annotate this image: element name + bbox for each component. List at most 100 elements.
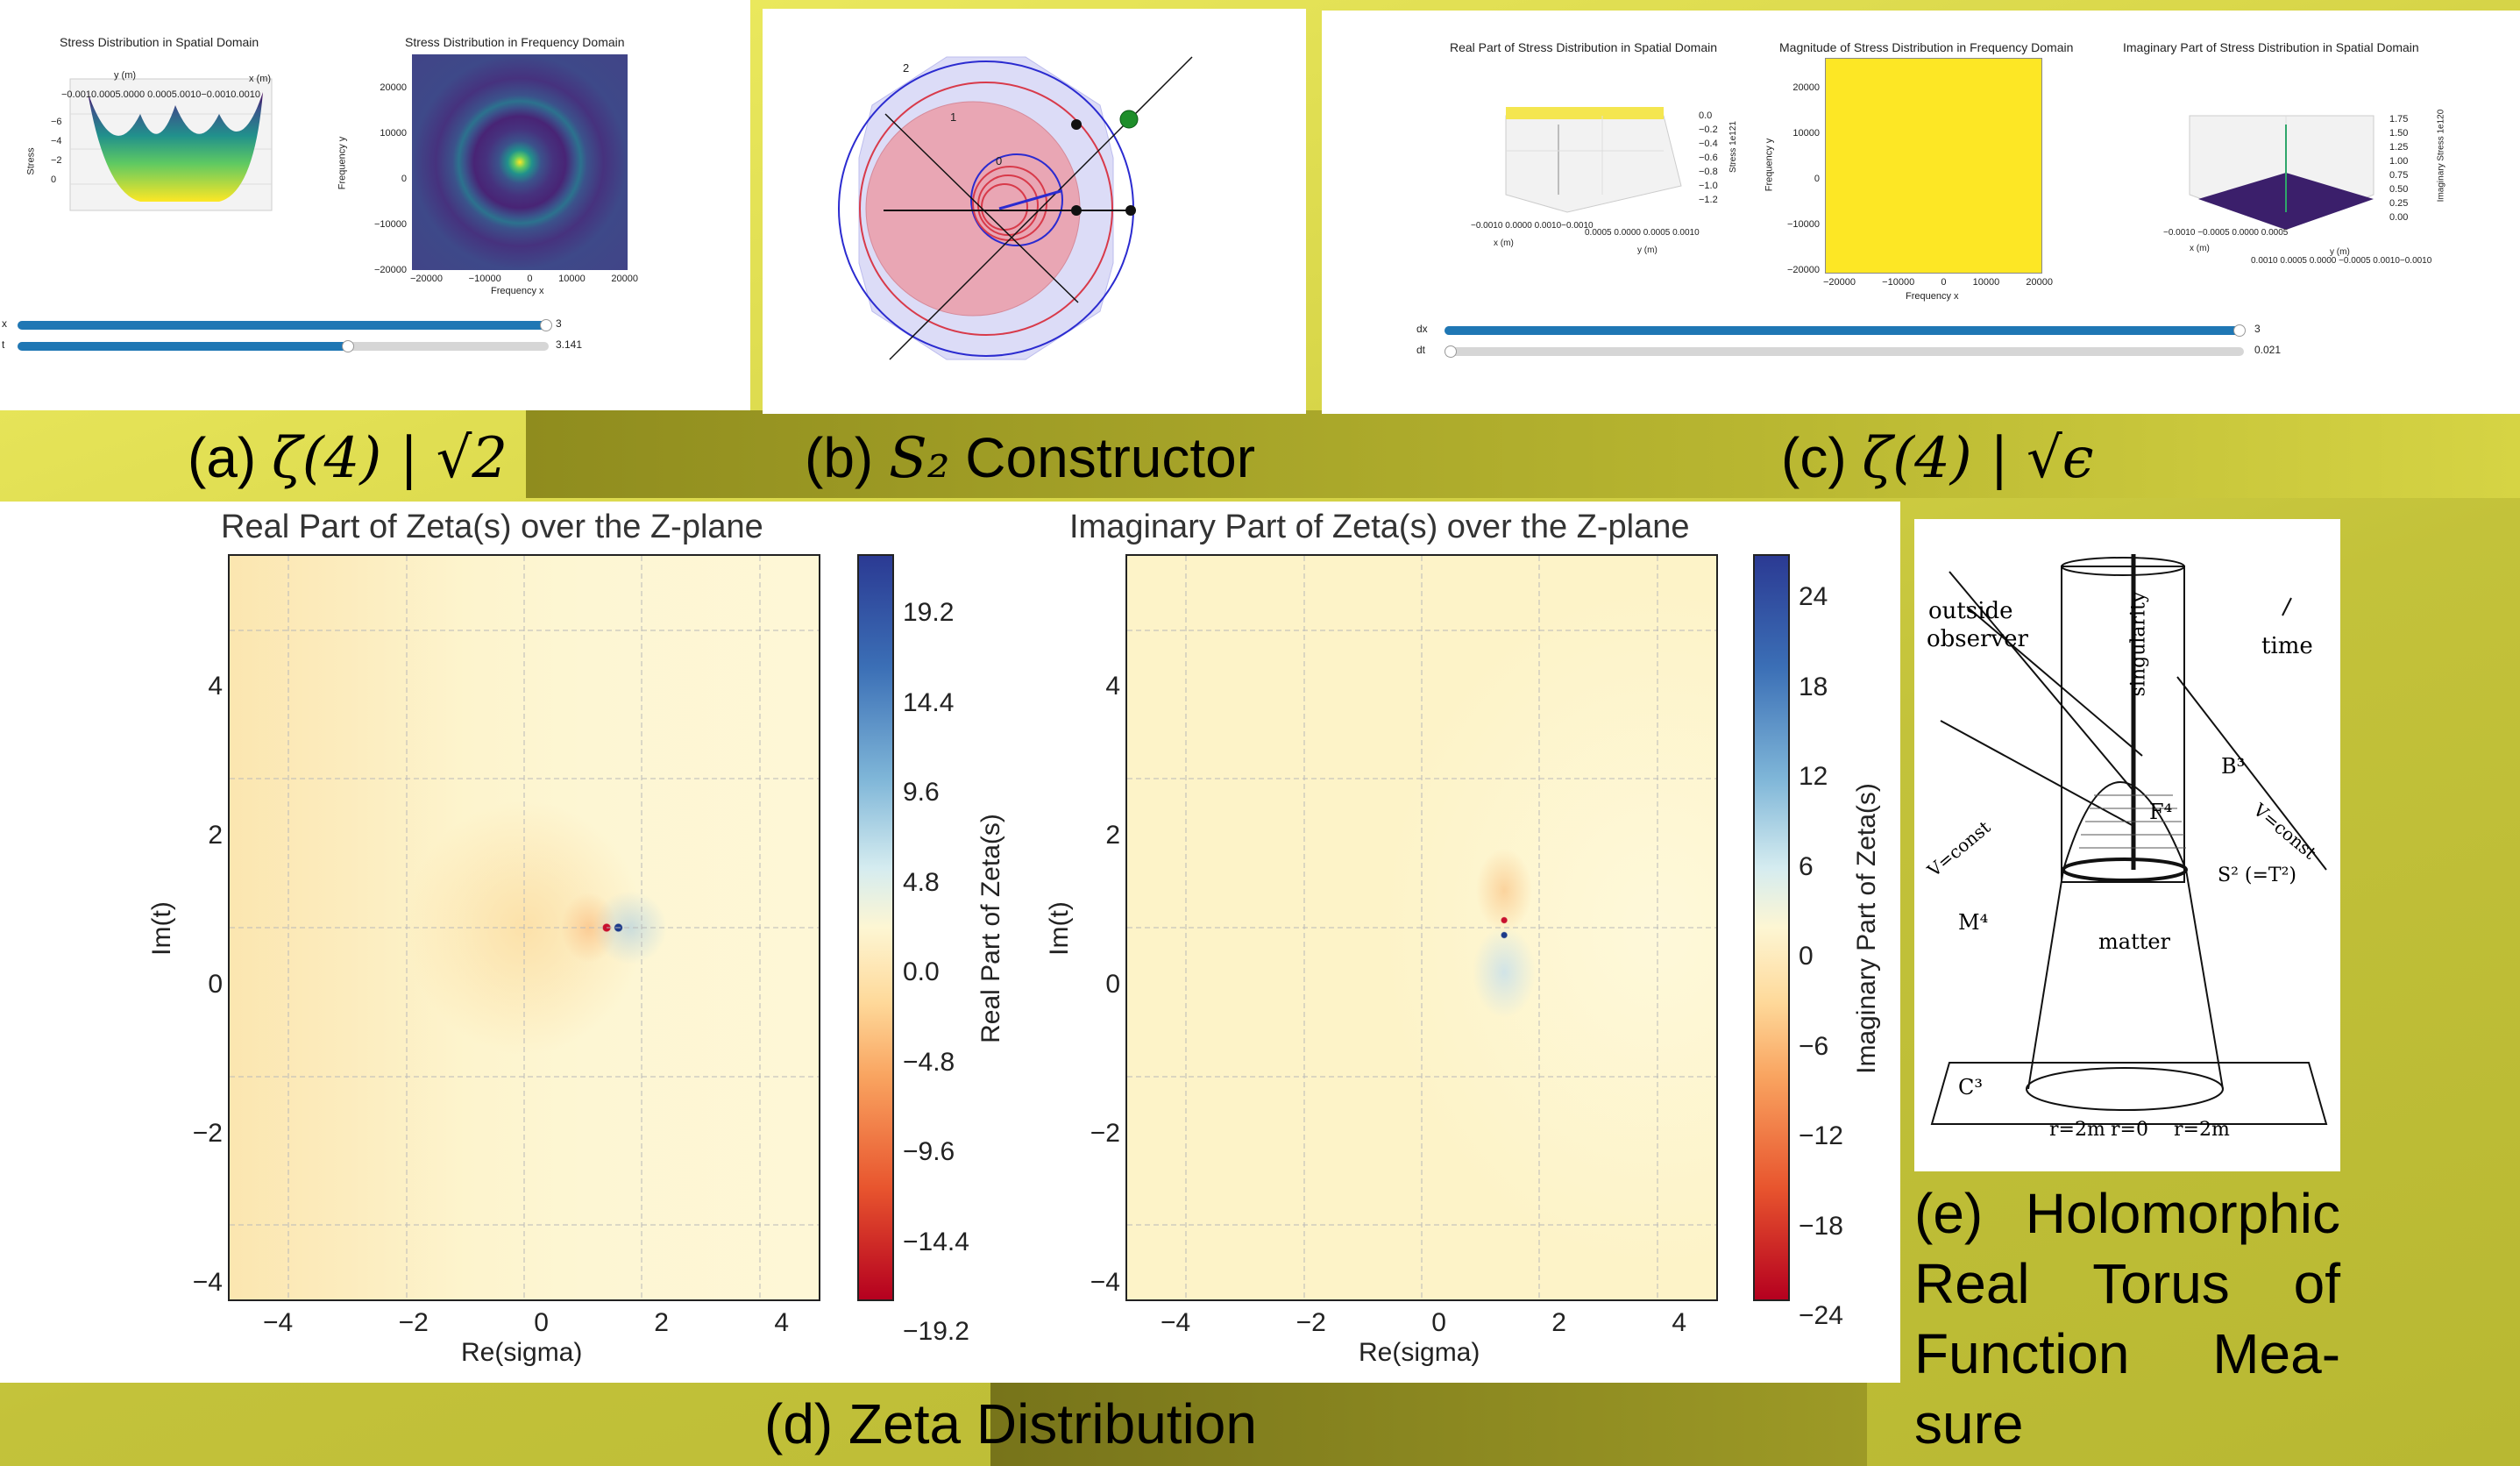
slider-t-value: 3.141 [556,338,583,351]
colorbar-tick: −19.2 [903,1317,969,1346]
panel-e-singularity-label: singularity [2127,591,2150,697]
z-tick: 0.00 [2389,212,2409,223]
y-tick: 2 [208,821,223,850]
panel-d-right-xticks: −4 −2 0 2 4 [1161,1308,1686,1338]
slider-dt[interactable] [1445,345,2244,358]
slider-t[interactable] [18,340,549,352]
panel-e-s2-label: S² (=T²) [2218,865,2296,886]
y-tick: −20000 [1786,265,1820,275]
y-tick: 0 [1105,970,1120,999]
z-tick: 1.25 [2389,142,2409,153]
y-tick: −10000 [373,219,407,230]
slider-x-fill [18,321,549,330]
panel-d-left-cbticks: 19.2 14.4 9.6 4.8 0.0 −4.8 −9.6 −14.4 −1… [903,568,969,1377]
panel-e-matter-label: matter [2098,929,2171,954]
panel-b-label-2: 2 [903,61,910,75]
panel-c3-ylabel: y (m) [2330,247,2350,257]
y-tick: −4 [1090,1268,1120,1297]
panel-d-left-xticks: −4 −2 0 2 4 [263,1308,789,1338]
panel-c-magnitude-heatmap [1825,58,2042,274]
panel-c3-zticks: 1.75 1.50 1.25 1.00 0.75 0.50 0.25 0.00 [2389,112,2408,224]
panel-e-observer-label: observer [1927,626,2028,652]
caption-b: (b) S₂ Constructor [805,430,1255,487]
y-tick: 0 [208,970,223,999]
panel-d-right-grid [1127,556,1716,1299]
colorbar-tick: 4.8 [903,867,940,897]
x-tick: 0 [1431,1308,1446,1337]
x-tick: 20000 [611,274,638,284]
slider-dt-label: dt [1416,344,1426,356]
panel-c1-zlabel: Stress 1e121 [1728,121,1738,173]
y-tick: 20000 [1792,82,1820,93]
y-tick: 10000 [380,128,407,139]
x-tick: −20000 [1823,277,1856,288]
z-tick: 0.75 [2389,170,2409,181]
panel-c3-zlabel: Imaginary Stress 1e120 [2436,109,2446,203]
panel-d-left-heatmap [228,554,820,1301]
panel-c2-xlabel: Frequency x [1906,291,1959,302]
x-tick: −2 [1295,1308,1326,1337]
slider-x-knob[interactable] [540,319,552,331]
colorbar-tick: 0 [1799,942,1814,971]
x-tick: −4 [263,1308,294,1337]
panel-a-top-ticks: −0.0010.0005.0000 0.0005.0010−0.0010.001… [61,89,260,100]
panel-a-z-label: Stress [25,147,37,175]
panel-d-right-cblabel: Imaginary Part of Zeta(s) [1851,783,1881,1074]
panel-a: Stress Distribution in Spatial Domain St… [0,0,750,410]
panel-a-right-title: Stress Distribution in Frequency Domain [405,35,625,49]
panel-d: Real Part of Zeta(s) over the Z-plane 4 … [0,502,1900,1383]
y-tick: −20000 [373,265,407,275]
caption-a: (a) ζ(4) | √2 [188,430,508,487]
panel-c3-xlabel: x (m) [2190,244,2210,253]
slider-t-label: t [2,338,5,351]
panel-e-outside-label: outside [1928,598,2013,624]
slider-dx-knob[interactable] [2233,324,2246,337]
panel-c1-yticks: 0.0005 0.0000 0.0005 0.0010 [1585,228,1700,238]
caption-a-prefix: (a) [188,426,272,489]
panel-e-time-label: time [2261,633,2313,659]
panel-e-r2m-right-label: r=2m [2174,1119,2230,1141]
x-tick: −20000 [410,274,444,284]
panel-c1-xlabel: x (m) [1494,238,1514,248]
panel-d-right-heatmap [1125,554,1718,1301]
panel-d-left-cblabel: Real Part of Zeta(s) [976,814,1005,1043]
colorbar-tick: 19.2 [903,598,955,627]
z-tick: −1.2 [1699,195,1718,205]
x-tick: −10000 [468,274,501,284]
y-tick: −4 [192,1268,223,1297]
slider-dx-label: dx [1416,323,1428,335]
panel-c2-yticks: 20000 10000 0 −10000 −20000 [1778,65,1820,293]
y-tick: 0 [1814,174,1820,184]
panel-c3-xticks: −0.0010 −0.0005 0.0000 0.0005 [2163,228,2289,238]
y-tick: 4 [208,672,223,701]
slider-dt-knob[interactable] [1445,345,1457,358]
panel-e-r2m-left-label: r=2m [2049,1119,2105,1141]
background-band-top [526,410,2520,498]
colorbar-tick: −6 [1799,1031,1829,1061]
caption-b-math: S₂ [889,426,950,491]
z-tick: −0.4 [1699,139,1718,149]
panel-a-x-axis-label: x (m) [249,74,272,84]
x-tick: 4 [774,1308,789,1337]
panel-d-left-title: Real Part of Zeta(s) over the Z-plane [221,509,763,545]
slider-dx-value: 3 [2254,323,2261,335]
panel-e-m4-label: M⁴ [1958,910,1989,935]
panel-c1-ylabel: y (m) [1637,246,1658,255]
y-tick: 0 [401,174,407,184]
panel-b-label-0: 0 [996,154,1003,167]
z-tick: 1.75 [2389,114,2409,125]
colorbar-tick: 9.6 [903,778,940,807]
slider-t-knob[interactable] [342,340,354,352]
z-tick: −0.8 [1699,167,1718,177]
caption-c-math: ζ(4) | √ϵ [1862,426,2094,491]
colorbar-tick: 12 [1799,762,1828,791]
colorbar-tick: −24 [1799,1301,1843,1330]
caption-c-prefix: (c) [1781,426,1863,489]
slider-x[interactable] [18,319,552,331]
x-tick: 10000 [558,274,586,284]
x-tick: −2 [398,1308,429,1337]
colorbar-tick: −18 [1799,1211,1843,1241]
panel-d-right-title: Imaginary Part of Zeta(s) over the Z-pla… [1069,509,1690,545]
slider-dx[interactable] [1445,324,2246,337]
panel-e: outside observer singularity time B³ F⁴ … [1914,519,2340,1171]
